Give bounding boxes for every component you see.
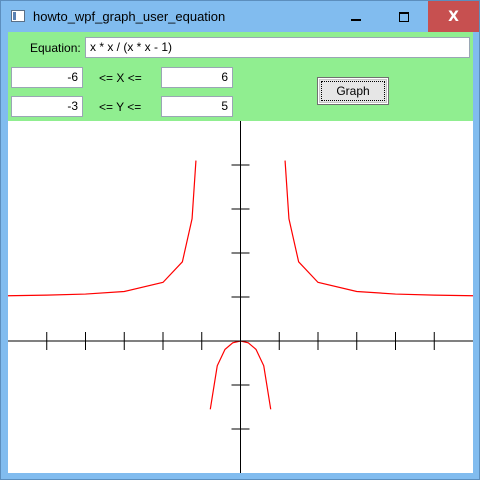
equation-panel: Equation: x * x / (x * x - 1) -6 <= X <=… (8, 32, 473, 121)
graph-canvas (8, 121, 473, 473)
curve-segment-3 (285, 161, 473, 296)
graph-button[interactable]: Graph (317, 77, 389, 105)
y-range-label: <= Y <= (99, 100, 141, 114)
window-title: howto_wpf_graph_user_equation (33, 9, 225, 24)
maximize-icon (399, 12, 409, 22)
close-icon: X (448, 9, 459, 25)
maximize-button[interactable] (381, 1, 426, 32)
close-button[interactable]: X (428, 1, 479, 32)
x-min-input[interactable]: -6 (11, 67, 83, 88)
equation-input[interactable]: x * x / (x * x - 1) (85, 37, 470, 58)
minimize-icon (351, 19, 361, 21)
x-max-input[interactable]: 6 (161, 67, 233, 88)
curve-segment-1 (8, 161, 196, 296)
equation-label: Equation: (30, 41, 81, 55)
y-max-input[interactable]: 5 (161, 96, 233, 117)
graph-plot (8, 121, 473, 473)
title-bar[interactable]: howto_wpf_graph_user_equation X (1, 1, 479, 32)
x-range-label: <= X <= (99, 71, 142, 85)
minimize-button[interactable] (333, 1, 378, 32)
client-area: Equation: x * x / (x * x - 1) -6 <= X <=… (8, 32, 473, 473)
app-window-icon[interactable] (11, 10, 25, 22)
y-min-input[interactable]: -3 (11, 96, 83, 117)
graph-button-label: Graph (336, 84, 369, 98)
